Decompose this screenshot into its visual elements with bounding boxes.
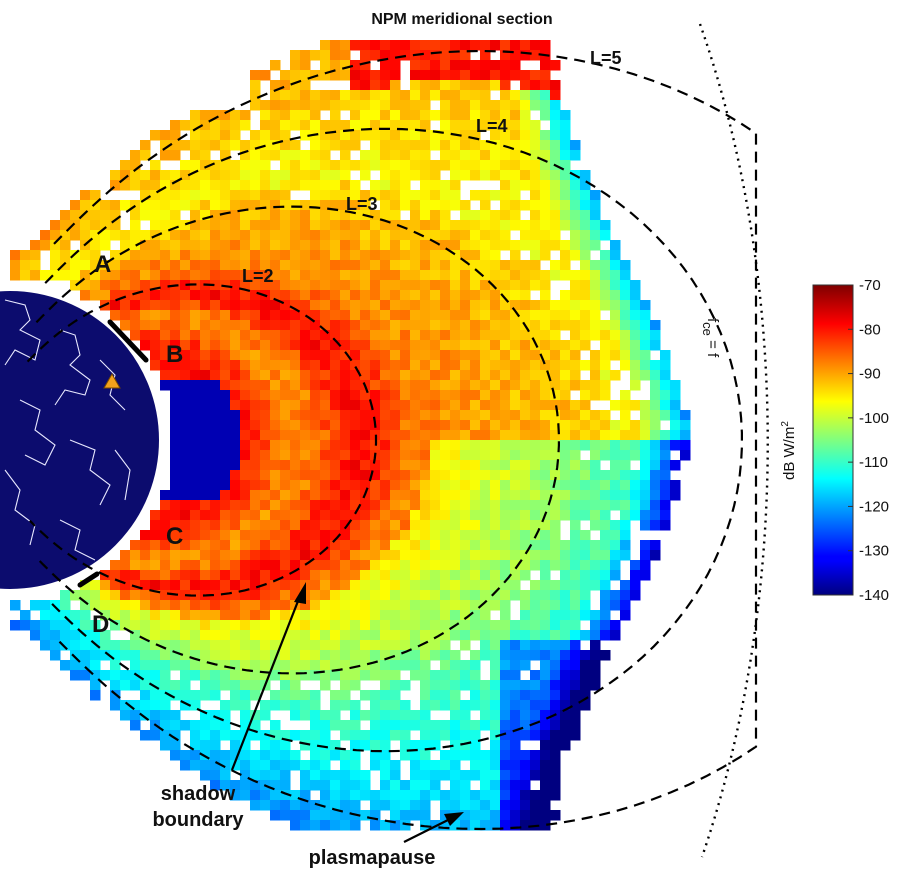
transmitter-marker (103, 372, 121, 389)
l-shell-label-5: L=5 (590, 48, 622, 68)
chart-title: NPM meridional section (371, 11, 552, 28)
colorbar-tick-label: -130 (859, 543, 889, 560)
l-shell-lines (26, 49, 758, 831)
region-label-b: B (166, 341, 183, 368)
region-label-a: A (94, 251, 111, 278)
colorbar: -70 -80 -90 -100 -110 -120 -130 -140 dB W/m2 (780, 277, 889, 604)
l-shell-line-3 (35, 205, 561, 675)
shadow-boundary-line-1: shadow (161, 783, 236, 805)
l-shell-label-2: L=2 (242, 266, 274, 286)
colorbar-ticks: -70 -80 -90 -100 -110 -120 -130 -140 (848, 277, 889, 604)
colorbar-tick-label: -90 (859, 366, 881, 383)
l-shell-label-3: L=3 (346, 194, 378, 214)
region-markers (77, 319, 149, 588)
plasmapause-annotation: plasmapause (309, 812, 464, 869)
l-shell-line-4 (44, 127, 744, 753)
l-shell-label-4: L=4 (476, 116, 508, 136)
colorbar-tick-label: -100 (859, 410, 889, 427)
colorbar-tick-label: -80 (859, 321, 881, 338)
colorbar-tick-label: -70 (859, 277, 881, 294)
l-shell-line-5 (53, 49, 758, 831)
plasmapause-label: plasmapause (309, 847, 436, 869)
region-label-c: C (166, 523, 183, 550)
earth (0, 289, 161, 591)
shadow-boundary-line-2: boundary (152, 809, 244, 831)
colorbar-tick-label: -110 (859, 454, 888, 471)
power-heatmap (10, 40, 691, 831)
fce-label: fce = f (700, 318, 721, 358)
l-shell-line-2 (26, 283, 378, 597)
fce-curve (698, 23, 769, 858)
coastlines (4, 299, 131, 561)
region-label-d: D (92, 611, 109, 638)
colorbar-tick-label: -120 (859, 498, 889, 515)
colorbar-gradient (812, 284, 854, 596)
colorbar-label: dB W/m2 (780, 421, 798, 480)
colorbar-tick-label: -140 (859, 587, 889, 604)
shadow-boundary-annotation: shadow boundary (152, 582, 306, 831)
